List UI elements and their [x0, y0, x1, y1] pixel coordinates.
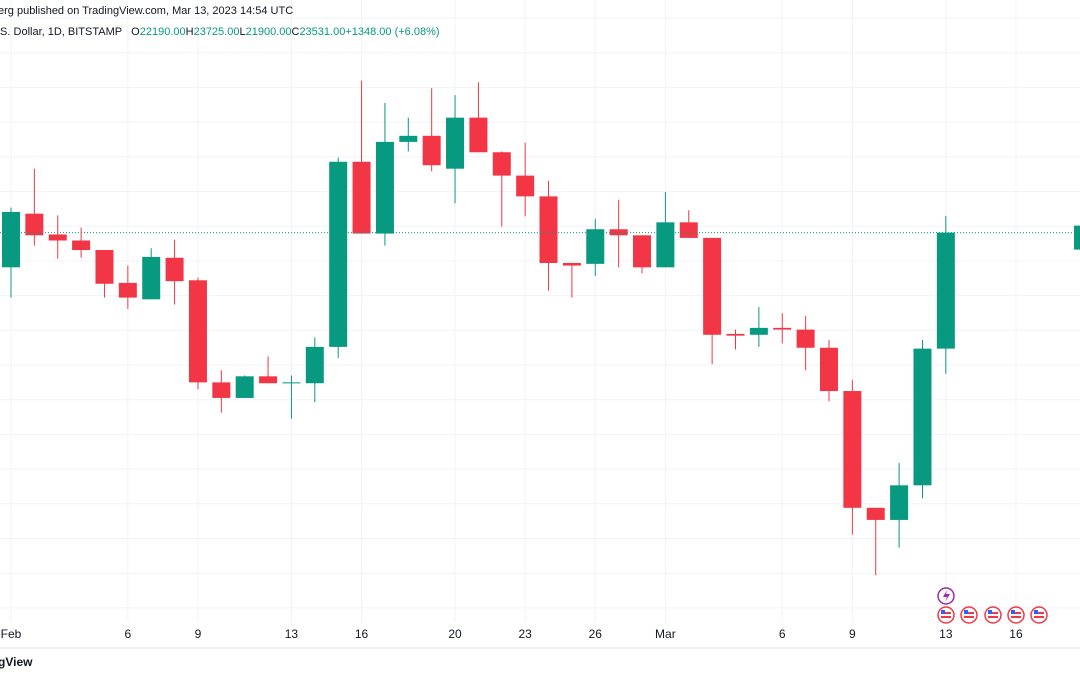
- candle-body: [305, 346, 324, 384]
- x-tick-label: 23: [518, 627, 532, 641]
- status-value: 23531.00: [299, 26, 346, 38]
- flag-canton: [964, 610, 968, 614]
- candle-body: [142, 256, 161, 300]
- x-tick-label: 9: [195, 627, 202, 641]
- flag-stripe: [964, 616, 974, 618]
- candle-body: [72, 240, 91, 251]
- candle-body: [656, 222, 675, 268]
- candle-body: [375, 141, 394, 234]
- status-value: 22190.00: [139, 26, 186, 38]
- symbol: .S. Dollar, 1D, BITSTAMP: [0, 26, 123, 38]
- candle-body: [259, 376, 278, 384]
- x-tick-label: 13: [939, 627, 953, 641]
- candle-body: [773, 327, 792, 330]
- x-tick-label: Mar: [655, 627, 676, 641]
- x-tick-label: 20: [448, 627, 462, 641]
- x-tick-label: 9: [849, 627, 856, 641]
- candle-body: [118, 282, 137, 298]
- candle-body: [446, 117, 465, 169]
- x-tick-label: 13: [285, 627, 299, 641]
- candle-body: [796, 329, 815, 348]
- flag-canton: [1011, 610, 1015, 614]
- candle-body: [936, 232, 955, 349]
- flag-icon: [937, 606, 955, 624]
- candle-body: [562, 262, 581, 266]
- candle-body: [1, 211, 20, 268]
- event-icons: [937, 587, 1048, 624]
- candle-body: [212, 382, 231, 398]
- candle-body: [726, 333, 745, 336]
- x-tick-label: Feb: [1, 627, 22, 641]
- event-icon-bolt: [943, 590, 950, 602]
- candle-body: [843, 391, 862, 508]
- candle-body: [890, 485, 909, 520]
- candle-body: [352, 161, 371, 234]
- candle-body: [188, 280, 207, 383]
- flag-icon: [984, 606, 1002, 624]
- flag-icon: [960, 606, 978, 624]
- x-tick-label: 16: [355, 627, 369, 641]
- candle-body: [399, 135, 418, 142]
- candle-body: [866, 507, 885, 520]
- candle-body: [633, 235, 652, 268]
- flag-icon: [1007, 606, 1025, 624]
- x-tick-label: 6: [779, 627, 786, 641]
- candle-body: [282, 382, 301, 384]
- candle-body: [329, 161, 348, 347]
- status-value: 23725.00: [193, 26, 240, 38]
- flag-stripe: [988, 612, 998, 614]
- x-tick-label: 6: [124, 627, 131, 641]
- status-key: O: [131, 26, 140, 38]
- flag-stripe: [1034, 612, 1044, 614]
- candle-body: [48, 234, 67, 241]
- status-key: H: [185, 26, 194, 38]
- status-value: 21900.00: [245, 26, 292, 38]
- candle-body: [422, 135, 441, 166]
- flag-stripe: [1011, 616, 1021, 618]
- x-tick-label: 26: [589, 627, 603, 641]
- candle-body: [165, 257, 184, 282]
- candle-body: [703, 237, 722, 335]
- candle-body: [95, 250, 114, 284]
- candle-body: [913, 348, 932, 486]
- x-tick-label: 16: [1009, 627, 1023, 641]
- status-change: +1348.00 (+6.08%): [345, 26, 440, 38]
- candle-body: [586, 229, 605, 264]
- last-price-marker: [1074, 225, 1080, 250]
- candle-body: [235, 376, 254, 398]
- candle-body: [749, 327, 768, 335]
- status-line: .S. Dollar, 1D, BITSTAMP O22190.00H23725…: [0, 26, 440, 38]
- flag-stripe: [941, 612, 951, 614]
- flag-icon: [1030, 606, 1048, 624]
- flag-stripe: [988, 616, 998, 618]
- watermark: gView: [0, 655, 33, 669]
- published-line: erg published on TradingView.com, Mar 13…: [0, 5, 294, 17]
- flag-stripe: [1011, 612, 1021, 614]
- flag-canton: [941, 610, 945, 614]
- candle-body: [492, 152, 511, 176]
- flag-canton: [988, 610, 992, 614]
- candle-body: [679, 222, 698, 238]
- candle-body: [516, 175, 535, 197]
- flag-stripe: [1034, 616, 1044, 618]
- status-key: L: [239, 26, 246, 38]
- candle-body: [25, 213, 44, 236]
- candle-body: [539, 196, 558, 263]
- candle-body: [819, 347, 838, 392]
- flag-stripe: [964, 612, 974, 614]
- status-key: C: [291, 26, 300, 38]
- flag-stripe: [941, 616, 951, 618]
- candle-body: [469, 117, 488, 153]
- flag-canton: [1034, 610, 1038, 614]
